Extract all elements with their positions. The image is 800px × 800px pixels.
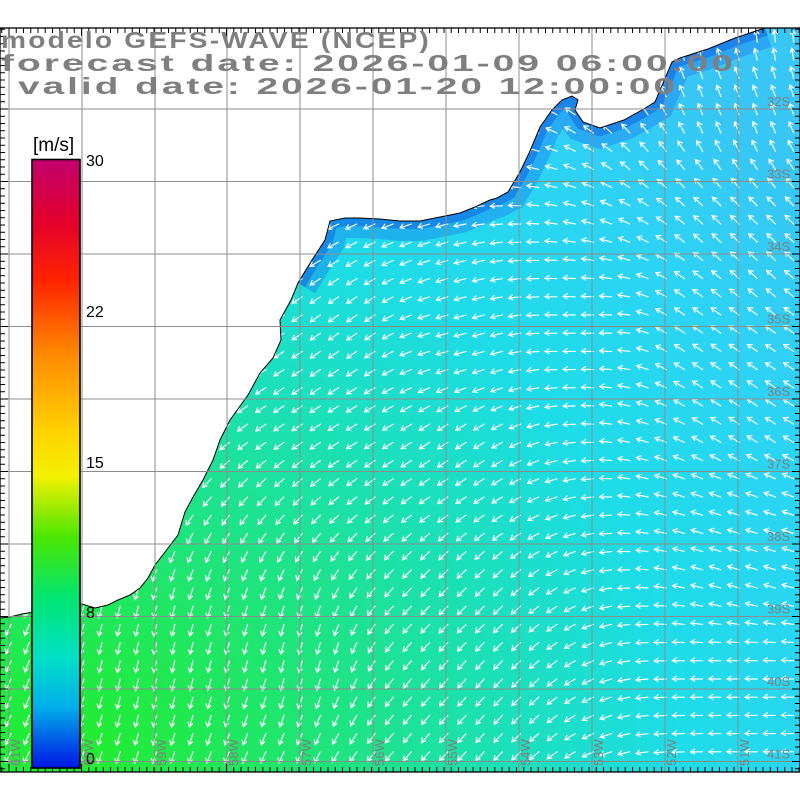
svg-text:36S: 36S (767, 384, 790, 399)
svg-text:39S: 39S (767, 602, 790, 617)
svg-text:35S: 35S (767, 312, 790, 327)
svg-text:55W: 55W (445, 739, 460, 766)
svg-text:58W: 58W (226, 739, 241, 766)
svg-text:53W: 53W (591, 739, 606, 766)
svg-text:valid date: 2026-01-20 12:00:0: valid date: 2026-01-20 12:00:00 (18, 73, 678, 99)
svg-text:40S: 40S (767, 674, 790, 689)
svg-text:52W: 52W (664, 739, 679, 766)
svg-text:15: 15 (86, 455, 104, 472)
svg-text:56W: 56W (372, 739, 387, 766)
svg-text:30: 30 (86, 153, 104, 170)
svg-text:32S: 32S (767, 94, 790, 109)
svg-text:54W: 54W (518, 739, 533, 766)
svg-text:51W: 51W (737, 739, 752, 766)
svg-text:61W: 61W (8, 739, 23, 766)
svg-text:22: 22 (86, 304, 104, 321)
svg-text:34S: 34S (767, 239, 790, 254)
svg-text:0: 0 (86, 751, 95, 768)
svg-text:33S: 33S (767, 167, 790, 182)
svg-text:37S: 37S (767, 457, 790, 472)
svg-text:59W: 59W (154, 739, 169, 766)
svg-text:38S: 38S (767, 529, 790, 544)
svg-text:57W: 57W (299, 739, 314, 766)
svg-text:[m/s]: [m/s] (33, 135, 74, 156)
svg-text:8: 8 (86, 605, 95, 622)
svg-text:41S: 41S (767, 747, 790, 762)
